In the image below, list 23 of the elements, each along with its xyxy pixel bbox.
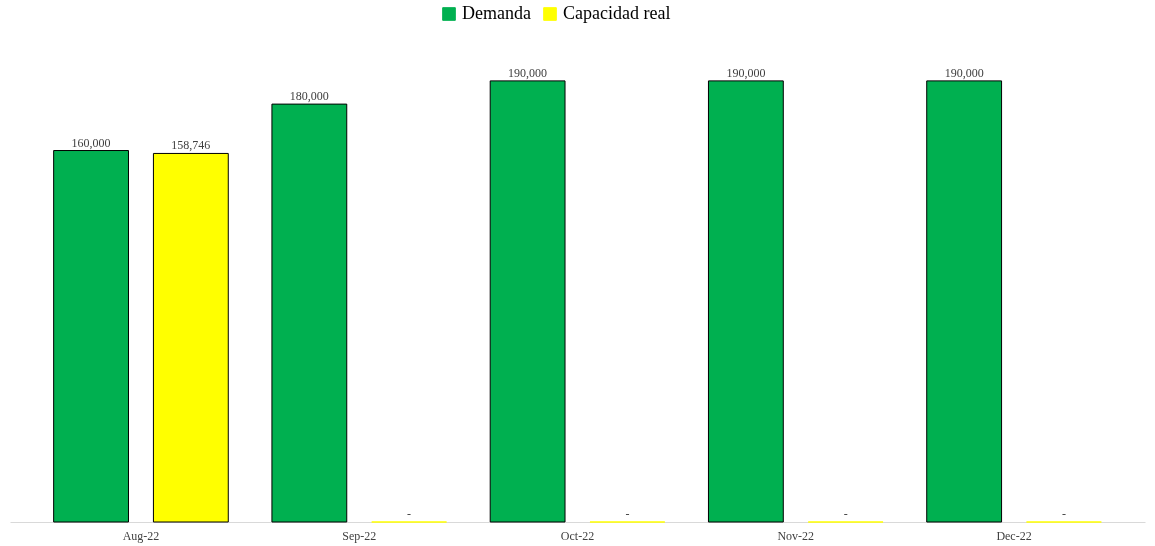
bar <box>489 80 566 523</box>
data-label: 190,000 <box>508 65 548 80</box>
data-label: - <box>625 507 630 521</box>
bar <box>926 80 1003 523</box>
legend-label: Capacidad real <box>563 3 671 23</box>
bar <box>271 103 348 523</box>
x-tick-label: Sep-22 <box>342 528 377 543</box>
x-tick-label: Oct-22 <box>560 528 595 543</box>
data-label: 160,000 <box>71 135 111 150</box>
bar <box>53 150 129 523</box>
data-label: - <box>843 507 848 521</box>
data-label: 190,000 <box>726 65 766 80</box>
x-tick-label: Nov-22 <box>777 528 815 543</box>
x-tick-label: Aug-22 <box>122 528 160 543</box>
data-label: 180,000 <box>289 89 329 104</box>
bar <box>707 80 784 523</box>
bar <box>152 152 229 523</box>
data-label: 158,746 <box>171 138 211 153</box>
legend-label: Demanda <box>462 3 531 23</box>
data-label: - <box>1061 507 1066 521</box>
data-label: - <box>407 507 412 521</box>
x-tick-label: Dec-22 <box>996 528 1032 543</box>
data-label: 190,000 <box>944 65 984 80</box>
